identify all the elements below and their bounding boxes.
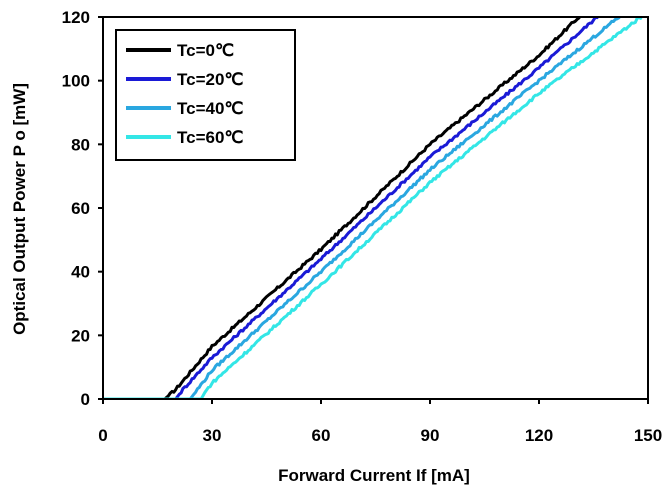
series-line-2 bbox=[103, 17, 621, 399]
x-tick-label-1: 30 bbox=[203, 426, 222, 445]
y-tick-label-3: 60 bbox=[71, 199, 90, 218]
y-tick-label-1: 20 bbox=[71, 326, 90, 345]
y-tick-label-5: 100 bbox=[62, 72, 90, 91]
y-tick-label-4: 80 bbox=[71, 135, 90, 154]
x-tick-label-4: 120 bbox=[525, 426, 553, 445]
series-lines bbox=[103, 17, 643, 399]
series-line-0 bbox=[103, 17, 581, 399]
y-tick-label-0: 0 bbox=[81, 390, 90, 409]
legend-label-1: Tc=20℃ bbox=[177, 70, 244, 89]
x-tick-label-3: 90 bbox=[421, 426, 440, 445]
y-tick-label-6: 120 bbox=[62, 8, 90, 27]
y-tick-label-2: 40 bbox=[71, 263, 90, 282]
x-tick-label-2: 60 bbox=[312, 426, 331, 445]
series-line-3 bbox=[103, 17, 643, 399]
legend-label-3: Tc=60℃ bbox=[177, 128, 244, 147]
y-axis-title: Optical Output Power P o [mW] bbox=[10, 83, 29, 335]
x-tick-label-5: 150 bbox=[634, 426, 662, 445]
legend-label-0: Tc=0℃ bbox=[177, 41, 234, 60]
series-line-1 bbox=[103, 17, 599, 399]
x-tick-label-0: 0 bbox=[98, 426, 107, 445]
legend: Tc=0℃ Tc=20℃ Tc=40℃ Tc=60℃ bbox=[115, 29, 296, 161]
legend-label-2: Tc=40℃ bbox=[177, 99, 244, 118]
x-axis-title: Forward Current If [mA] bbox=[278, 466, 470, 485]
